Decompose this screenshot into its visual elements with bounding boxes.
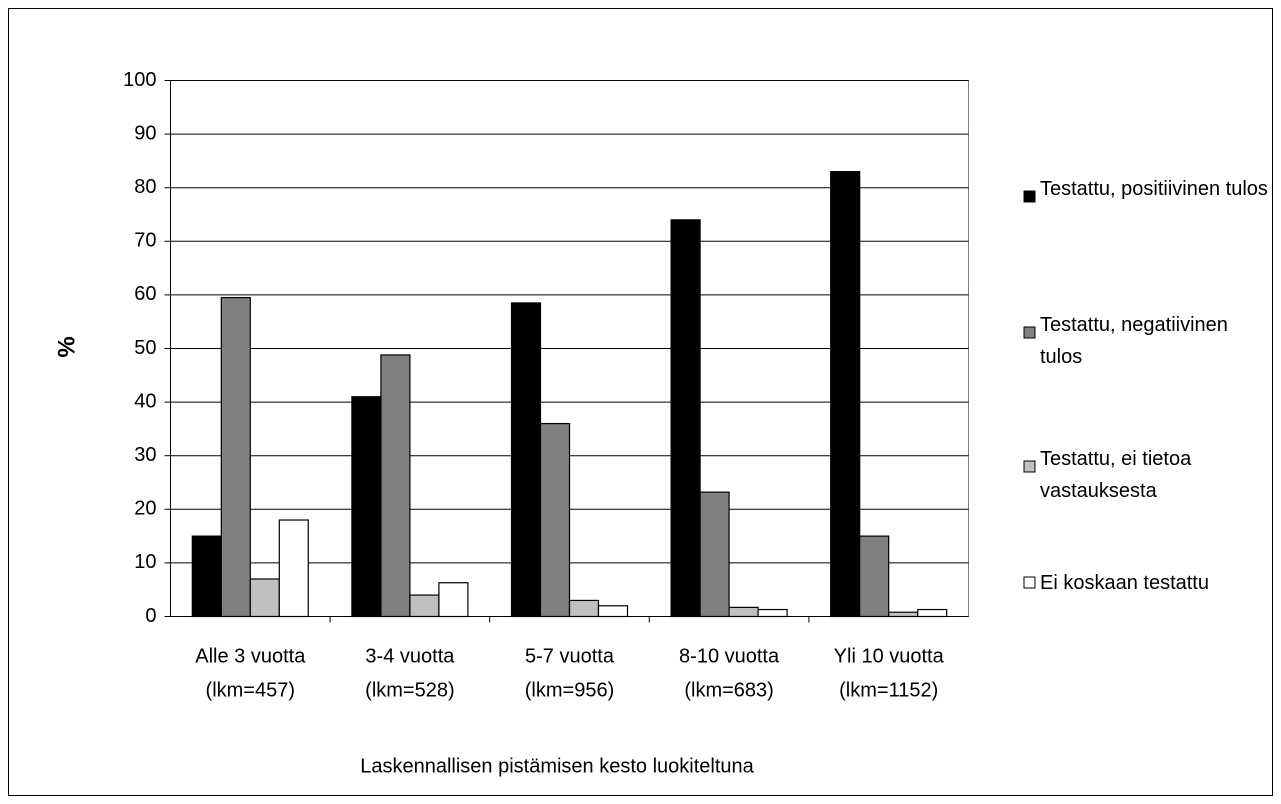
x-axis-label: Laskennallisen pistämisen kesto luokitel…: [360, 755, 754, 777]
bar: [888, 611, 919, 618]
bar: [409, 594, 440, 618]
bar: [191, 535, 222, 618]
bar: [670, 219, 701, 618]
legend-label: Testattu, positiivinen tulos: [1040, 178, 1268, 200]
y-tick-label: 20: [134, 498, 156, 520]
legend-label: Testattu, ei tietoa vastauksesta: [1040, 448, 1192, 502]
y-tick-label: 90: [134, 122, 156, 144]
bar: [220, 296, 251, 618]
x-tick-label: Alle 3 vuotta: [195, 645, 306, 667]
bar: [859, 535, 890, 618]
x-tick-label: (lkm=457): [206, 679, 295, 701]
x-tick-label: 5-7 vuotta: [525, 645, 615, 667]
bar: [539, 422, 571, 618]
bar: [699, 491, 730, 618]
legend-swatch: [1023, 190, 1036, 203]
bar: [728, 606, 759, 618]
bar: [830, 171, 861, 618]
bar: [568, 599, 600, 618]
y-tick-label: 60: [134, 283, 156, 305]
bar: [351, 396, 382, 618]
y-tick-label: 0: [145, 605, 156, 627]
bar: [597, 605, 629, 618]
x-tick-label: (lkm=956): [525, 679, 614, 701]
bar: [510, 302, 542, 618]
y-tick-label: 70: [134, 230, 156, 252]
y-tick-label: 30: [134, 444, 156, 466]
bar: [380, 354, 411, 618]
y-tick-label: 40: [134, 390, 156, 412]
x-tick-label: 3-4 vuotta: [365, 645, 455, 667]
x-tick-label: (lkm=528): [365, 679, 454, 701]
x-tick-label: Yli 10 vuotta: [834, 645, 945, 667]
bar: [278, 519, 309, 618]
legend-swatch: [1023, 576, 1036, 589]
y-tick-label: 100: [123, 69, 156, 91]
x-tick-label: (lkm=683): [684, 679, 773, 701]
legend-label: Testattu, negatiivinen tulos: [1040, 314, 1228, 368]
legend-swatch: [1023, 326, 1036, 339]
y-tick-label: 80: [134, 176, 156, 198]
legend-label: Ei koskaan testattu: [1040, 572, 1209, 594]
bar: [917, 608, 948, 618]
x-tick-label: 8-10 vuotta: [679, 645, 780, 667]
bar: [757, 608, 788, 618]
y-tick-label: 50: [134, 337, 156, 359]
y-axis-label: %: [53, 336, 80, 357]
y-tick-label: 10: [134, 551, 156, 573]
bar: [249, 578, 280, 618]
bar: [438, 582, 469, 618]
x-tick-label: (lkm=1152): [839, 679, 938, 701]
legend-swatch: [1023, 460, 1036, 473]
